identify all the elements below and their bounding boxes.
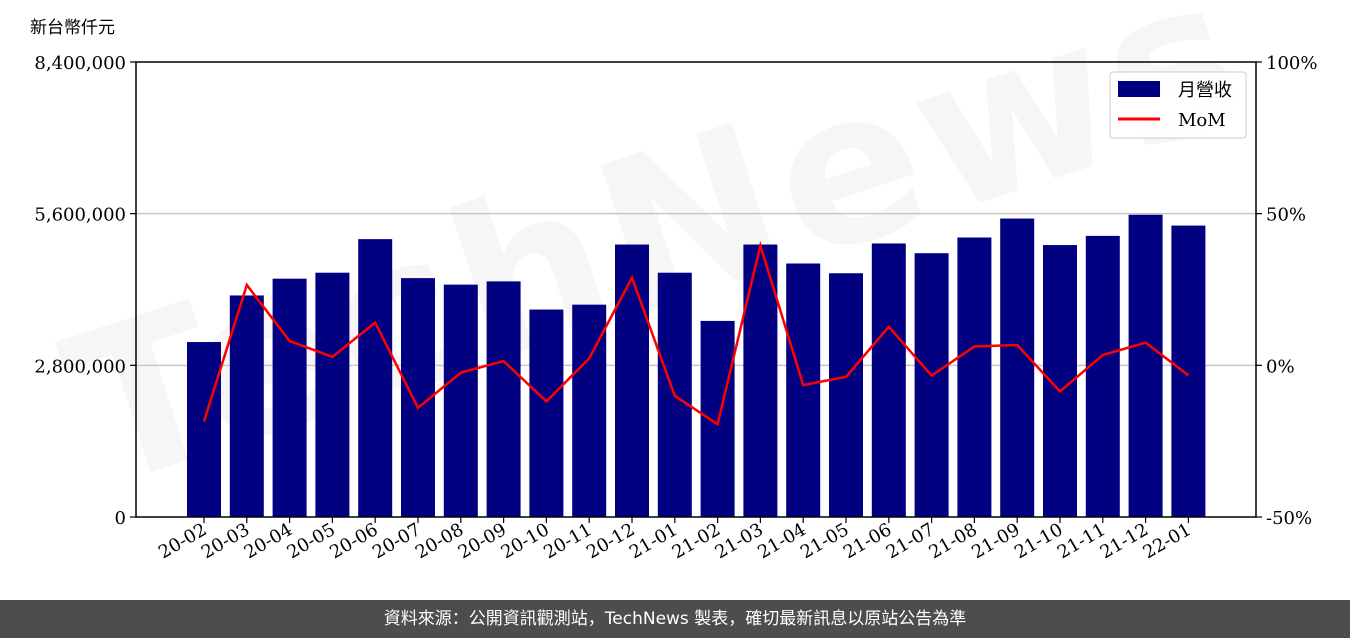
bar-20-04 bbox=[272, 278, 307, 517]
x-tick-label: 21-03 bbox=[711, 519, 766, 563]
x-tick-label: 21-11 bbox=[1054, 519, 1109, 563]
bar-20-10 bbox=[529, 309, 564, 517]
x-tick-label: 21-10 bbox=[1011, 519, 1066, 563]
bar-21-12 bbox=[1128, 214, 1163, 517]
bar-21-07 bbox=[914, 253, 949, 518]
x-tick-label: 20-02 bbox=[155, 519, 210, 563]
mom-line bbox=[202, 240, 1190, 427]
legend-label-revenue: 月營收 bbox=[1178, 80, 1232, 101]
bar-21-09 bbox=[1000, 218, 1035, 517]
x-tick-label: 21-12 bbox=[1097, 519, 1152, 563]
x-tick-label: 20-03 bbox=[198, 519, 253, 563]
bar-20-08 bbox=[443, 284, 478, 517]
bar-20-09 bbox=[486, 281, 521, 517]
x-tick-label: 20-09 bbox=[455, 519, 510, 563]
bar-21-05 bbox=[829, 273, 863, 517]
x-tick-label: 21-05 bbox=[797, 519, 852, 563]
right-tick-label: 0% bbox=[1266, 356, 1295, 377]
bar-20-11 bbox=[572, 304, 607, 517]
bar-21-11 bbox=[1085, 235, 1120, 517]
bar-21-04 bbox=[786, 263, 821, 517]
bar-22-01 bbox=[1171, 225, 1206, 518]
bar-20-12 bbox=[615, 244, 649, 517]
x-tick-label: 20-07 bbox=[369, 519, 424, 563]
x-tick-label: 20-11 bbox=[540, 519, 595, 563]
bar-20-05 bbox=[315, 272, 350, 517]
bar-21-06 bbox=[871, 243, 906, 518]
y-axis-unit-label: 新台幣仟元 bbox=[30, 18, 115, 38]
right-tick-label: 50% bbox=[1266, 205, 1306, 226]
left-tick-label: 2,800,000 bbox=[34, 356, 126, 377]
source-footer: 資料來源：公開資訊觀測站，TechNews 製表，確切最新訊息以原站公告為準 bbox=[0, 600, 1350, 638]
x-tick-label: 20-10 bbox=[497, 519, 552, 563]
legend-label-mom: MoM bbox=[1178, 110, 1226, 131]
x-tick-label: 21-01 bbox=[626, 519, 681, 563]
bar-20-02 bbox=[187, 342, 221, 517]
x-tick-label: 22-01 bbox=[1139, 519, 1194, 563]
left-tick-label: 8,400,000 bbox=[34, 53, 126, 74]
right-tick-label: -50% bbox=[1266, 508, 1312, 529]
x-tick-label: 21-08 bbox=[925, 519, 980, 563]
left-tick-label: 0 bbox=[115, 508, 126, 529]
plot-frame bbox=[135, 61, 1257, 518]
left-tick-label: 5,600,000 bbox=[34, 205, 126, 226]
legend-swatch-revenue bbox=[1118, 81, 1160, 97]
x-tick-label: 21-06 bbox=[840, 519, 895, 563]
x-tick-label: 20-06 bbox=[326, 519, 381, 563]
right-tick-label: 100% bbox=[1266, 53, 1317, 74]
x-tick-label: 21-07 bbox=[883, 519, 938, 563]
x-tick-label: 20-04 bbox=[241, 519, 296, 563]
bar-20-06 bbox=[358, 239, 393, 517]
x-tick-label: 21-02 bbox=[669, 519, 724, 563]
x-tick-label: 21-09 bbox=[968, 519, 1023, 563]
x-tick-label: 20-12 bbox=[583, 519, 638, 563]
bar-20-03 bbox=[229, 295, 264, 517]
bar-21-08 bbox=[957, 237, 992, 517]
x-tick-label: 20-05 bbox=[283, 519, 338, 563]
x-tick-label: 21-04 bbox=[754, 519, 809, 563]
x-tick-label: 20-08 bbox=[412, 519, 467, 563]
chart-canvas: TechNews 02,800,0005,600,0008,400,000-50… bbox=[30, 18, 1318, 564]
